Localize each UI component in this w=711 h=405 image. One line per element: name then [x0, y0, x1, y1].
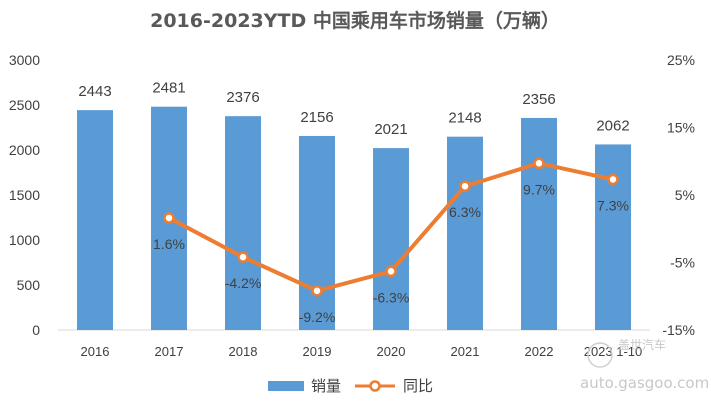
left-tick-label: 1000	[9, 232, 40, 248]
bar-value-labels: 2443 2481 2376 2156 2021 2148 2356 2062	[78, 80, 629, 138]
line-point	[533, 157, 545, 170]
x-tick-label: 2017	[155, 344, 184, 359]
left-tick-label: 3000	[9, 52, 40, 68]
right-tick-label: 25%	[667, 52, 695, 68]
right-tick-label: 5%	[675, 187, 695, 203]
watermark-top: 盖世汽车	[618, 337, 666, 352]
line-value-label: 6.3%	[449, 204, 481, 220]
line-point	[163, 212, 175, 224]
chart-title: 2016-2023YTD 中国乘用车市场销量（万辆）	[150, 9, 560, 32]
line-value-label: -4.2%	[225, 275, 262, 291]
x-tick-label: 2021	[451, 344, 480, 359]
x-tick-label: 2018	[229, 344, 258, 359]
line-value-label: 7.3%	[597, 197, 629, 213]
line-series	[163, 157, 619, 297]
x-tick-label: 2022	[525, 344, 554, 359]
legend-label-sales: 销量	[311, 377, 341, 395]
line-point	[385, 265, 397, 278]
left-tick-label: 0	[32, 322, 40, 338]
bar-value-label: 2376	[226, 89, 259, 106]
watermark: 盖世汽车 auto.gasgoo.com	[580, 337, 709, 392]
bar	[225, 116, 261, 330]
left-tick-label: 500	[17, 277, 41, 293]
line-point	[237, 251, 249, 263]
right-tick-label: 15%	[667, 120, 695, 136]
legend: 销量 同比	[268, 377, 433, 395]
bar-value-label: 2481	[152, 80, 185, 97]
legend-label-yoy: 同比	[403, 377, 433, 395]
legend-marker-yoy	[369, 380, 381, 392]
bar-value-label: 2062	[596, 117, 629, 134]
right-tick-label: -5%	[670, 255, 695, 271]
bar-value-label: 2021	[374, 121, 407, 138]
left-tick-label: 1500	[9, 187, 40, 203]
line-point	[607, 173, 619, 186]
bar-series	[77, 106, 631, 331]
bar	[373, 148, 409, 330]
x-tick-label: 2020	[377, 344, 406, 359]
bar-value-label: 2356	[522, 91, 555, 108]
bar-value-label: 2148	[448, 110, 481, 127]
x-axis-ticks: 2016 2017 2018 2019 2020 2021 2022 2023 1-10	[81, 344, 643, 359]
watermark-bottom: auto.gasgoo.com	[580, 374, 709, 392]
left-y-axis: 0 500 1000 1500 2000 2500 3000	[9, 52, 40, 338]
bar	[299, 135, 335, 330]
line-value-label: -9.2%	[299, 309, 336, 325]
line-point	[311, 285, 323, 297]
x-tick-label: 2023 1-10	[584, 344, 643, 359]
bar	[77, 110, 113, 330]
x-tick-label: 2016	[81, 344, 110, 359]
line-value-label: -6.3%	[373, 289, 410, 305]
line-value-labels: 1.6% -4.2% -9.2% -6.3% 6.3% 9.7% 7.3%	[153, 181, 629, 325]
right-y-axis: -15% -5% 5% 15% 25%	[662, 52, 695, 338]
right-tick-label: -15%	[662, 322, 695, 338]
bar-value-label: 2156	[300, 109, 333, 126]
line-value-label: 9.7%	[523, 181, 555, 197]
line-point	[459, 180, 471, 192]
left-tick-label: 2500	[9, 97, 40, 113]
bar	[447, 136, 483, 330]
bar-value-label: 2443	[78, 83, 111, 100]
bar	[521, 117, 557, 331]
watermark-logo-icon	[587, 342, 613, 368]
legend-swatch-sales	[268, 381, 304, 391]
bar	[595, 144, 631, 330]
left-tick-label: 2000	[9, 142, 40, 158]
line-value-label: 1.6%	[153, 236, 185, 252]
x-tick-label: 2019	[303, 344, 332, 359]
